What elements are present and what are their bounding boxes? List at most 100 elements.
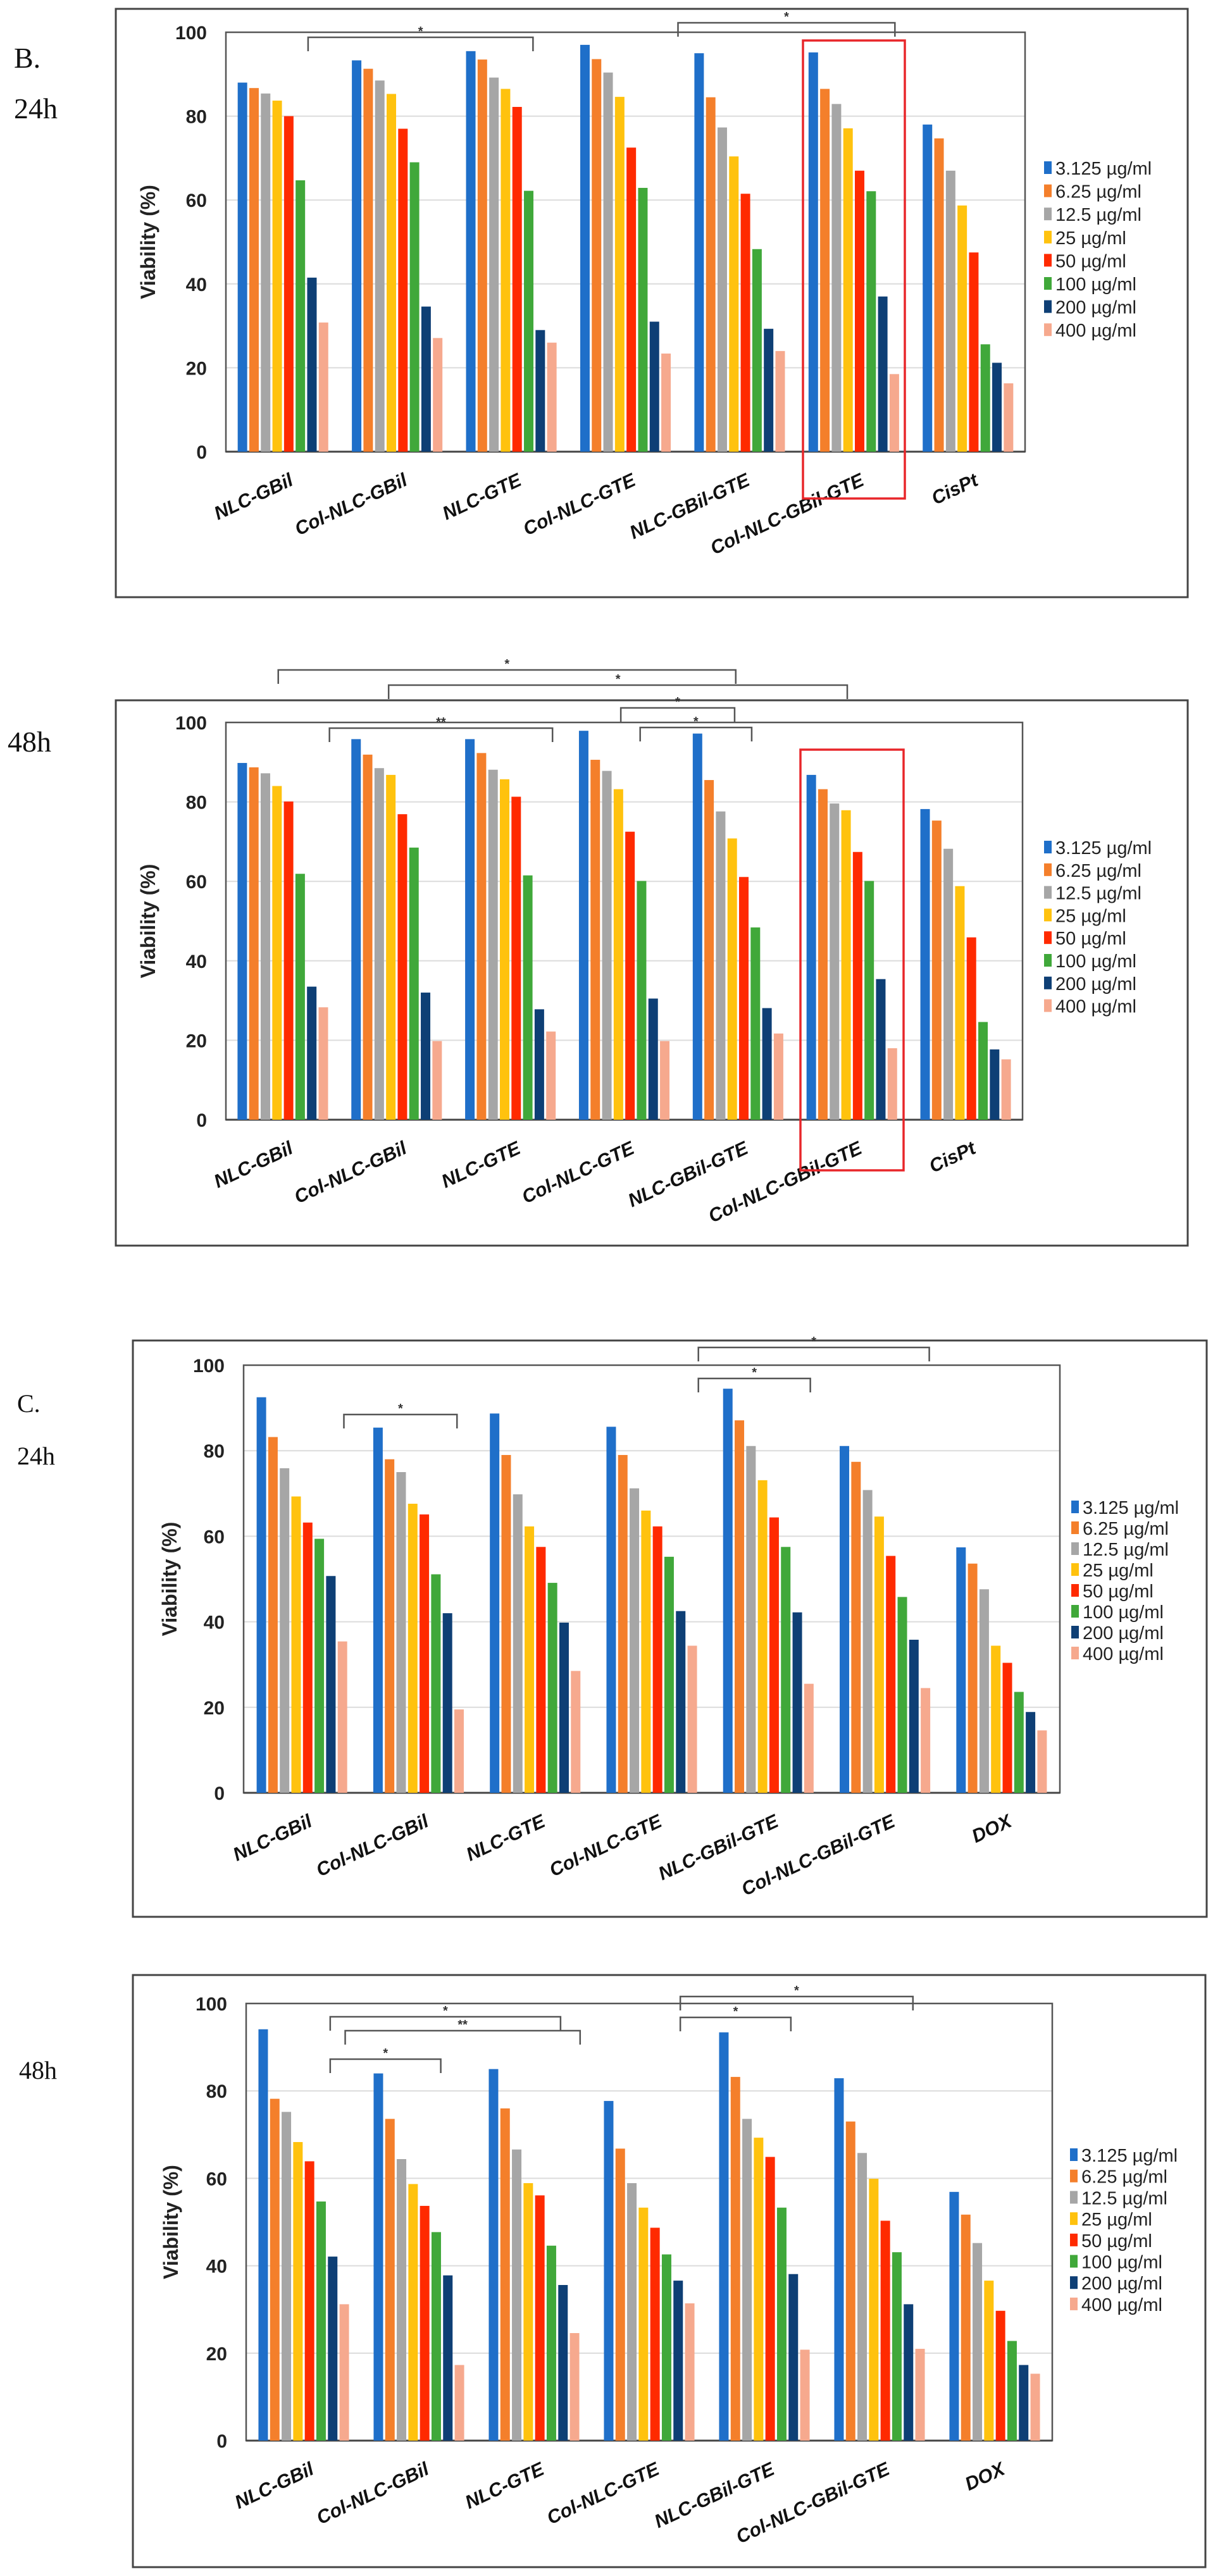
- legend-swatch: [1044, 184, 1052, 197]
- bar: [442, 1613, 452, 1793]
- bar: [792, 1612, 802, 1793]
- bar: [580, 44, 590, 452]
- bar: [706, 97, 716, 452]
- y-tick-label: 100: [196, 1994, 227, 2015]
- bar: [535, 2195, 545, 2441]
- panel-frame: [115, 8, 1189, 598]
- bar-group-6: [956, 1547, 1047, 1793]
- bar-group-0: [256, 1397, 347, 1793]
- legend-swatch: [1070, 2233, 1078, 2246]
- bar: [490, 1413, 500, 1793]
- legend-label: 400 µg/ml: [1055, 997, 1136, 1017]
- bar: [615, 2148, 625, 2441]
- y-tick-label: 40: [204, 1613, 225, 1633]
- bar: [432, 1041, 442, 1120]
- bar: [729, 156, 739, 452]
- bar: [719, 2032, 729, 2441]
- significance-bracket: [329, 2058, 442, 2073]
- bar: [840, 1446, 850, 1793]
- legend-swatch: [1044, 323, 1052, 337]
- bar: [396, 1472, 406, 1793]
- bar: [818, 789, 828, 1120]
- legend-swatch: [1070, 2169, 1078, 2183]
- bar: [1001, 1059, 1011, 1120]
- legend-swatch: [1044, 277, 1052, 290]
- legend-swatch: [1044, 886, 1052, 899]
- bar-group-2: [466, 51, 557, 452]
- bar: [730, 2077, 740, 2441]
- bar: [535, 330, 545, 452]
- bar: [613, 789, 623, 1120]
- bar: [268, 1437, 278, 1793]
- bar: [237, 82, 247, 452]
- bar: [604, 2101, 614, 2441]
- bar: [920, 808, 930, 1120]
- bar: [843, 128, 853, 452]
- legend-label: 12.5 µg/ml: [1081, 2188, 1167, 2208]
- legend-swatch: [1044, 863, 1052, 876]
- bar: [318, 1007, 328, 1120]
- bar: [489, 77, 499, 452]
- bar: [650, 2227, 660, 2441]
- bar: [806, 774, 816, 1120]
- bar: [352, 60, 362, 452]
- bar: [558, 2285, 568, 2441]
- bar: [351, 739, 361, 1120]
- legend-label: 25 µg/ml: [1083, 1561, 1154, 1581]
- bar: [295, 180, 306, 452]
- bar: [307, 986, 317, 1120]
- legend-label: 100 µg/ml: [1083, 1602, 1164, 1623]
- y-tick-label: 40: [186, 951, 207, 972]
- y-tick-label: 60: [186, 190, 207, 211]
- bar: [578, 731, 588, 1120]
- bar: [967, 1563, 978, 1793]
- legend-swatch: [1071, 1626, 1079, 1638]
- bar: [966, 937, 976, 1120]
- significance-bracket: [679, 1995, 914, 2010]
- legend-swatch: [1044, 254, 1052, 267]
- bar: [909, 1639, 919, 1793]
- bar: [606, 1427, 616, 1793]
- bar: [1030, 2374, 1040, 2441]
- bar: [523, 875, 533, 1120]
- bar: [1007, 2341, 1017, 2441]
- bar: [723, 1389, 733, 1793]
- bar: [685, 2303, 695, 2441]
- bar-group-4: [694, 53, 785, 452]
- legend-swatch: [1071, 1501, 1079, 1513]
- bar-group-4: [692, 733, 783, 1120]
- y-axis-label: Viability (%): [158, 1522, 181, 1637]
- y-tick-label: 40: [206, 2257, 227, 2277]
- bar: [652, 1526, 662, 1793]
- bar: [420, 1514, 430, 1793]
- bar: [373, 1427, 383, 1793]
- panel-label-b: B.: [14, 42, 41, 74]
- legend-label: 50 µg/ml: [1055, 929, 1126, 949]
- bar: [512, 2149, 522, 2441]
- bar: [385, 1459, 395, 1793]
- bar: [769, 1517, 779, 1793]
- legend-swatch: [1071, 1563, 1079, 1576]
- significance-bracket: [328, 727, 554, 742]
- bar: [660, 1041, 670, 1120]
- legend-swatch: [1071, 1605, 1079, 1618]
- legend-swatch: [1044, 976, 1052, 989]
- bar: [314, 1539, 325, 1793]
- bar: [664, 1556, 674, 1793]
- legend-swatch: [1044, 908, 1052, 922]
- bar: [852, 851, 862, 1120]
- bar: [373, 2073, 383, 2441]
- bar: [454, 2365, 464, 2441]
- legend-swatch: [1071, 1542, 1079, 1555]
- bar: [421, 306, 431, 452]
- bar: [641, 1510, 651, 1793]
- bar: [830, 803, 840, 1120]
- y-tick-label: 0: [196, 1110, 207, 1131]
- bar: [523, 2183, 533, 2441]
- bar: [304, 2161, 314, 2441]
- legend-swatch: [1070, 2255, 1078, 2268]
- y-tick-label: 0: [216, 2431, 227, 2452]
- bar: [955, 886, 965, 1120]
